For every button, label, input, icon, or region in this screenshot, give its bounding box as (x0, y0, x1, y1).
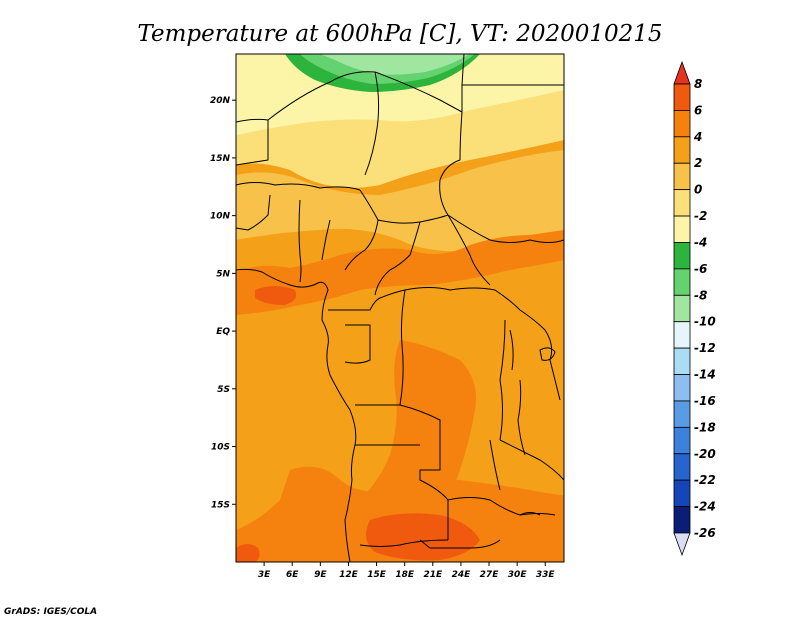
latitude-axis: 20N 15N 10N 5N EQ 5S 10S 15S (210, 96, 236, 510)
colorbar: 8 6 4 2 0 -2 -4 -6 -8 -10 -12 -14 -16 -18 -20 -22 -24 -26 (673, 60, 716, 557)
lon-tick-label: 21E (423, 570, 443, 580)
colorbar-swatch (673, 294, 691, 323)
colorbar-label: 0 (694, 183, 702, 197)
lon-tick-label: 27E (480, 570, 500, 580)
colorbar-swatch (673, 215, 691, 243)
map-frame (235, 53, 565, 563)
colorbar-swatch (673, 506, 691, 534)
lon-tick-label: 18E (395, 570, 415, 580)
colorbar-bottom-arrow (673, 532, 691, 557)
colorbar-swatch (673, 110, 691, 138)
lon-tick-label: 30E (508, 570, 528, 580)
map-title: Temperature at 600hPa [C], VT: 202001021… (137, 21, 662, 47)
lat-tick-label: 5N (216, 269, 230, 279)
colorbar-swatch (673, 321, 691, 349)
colorbar-label: -14 (694, 368, 716, 382)
colorbar-swatch (673, 83, 691, 111)
lon-tick-label: 33E (536, 570, 556, 580)
temperature-map (236, 54, 564, 562)
colorbar-label: -8 (694, 288, 707, 302)
colorbar-swatch (673, 374, 691, 402)
colorbar-swatch (673, 479, 691, 507)
colorbar-label: -18 (694, 420, 716, 434)
colorbar-label: -12 (694, 341, 716, 355)
lon-tick-label: 24E (452, 570, 472, 580)
field-warm-coast (236, 230, 564, 315)
field-hot-coast (255, 286, 297, 305)
colorbar-swatch (673, 268, 691, 296)
colorbar-label: -24 (694, 500, 716, 514)
lat-tick-label: 15N (210, 154, 231, 164)
colorbar-swatch (673, 242, 691, 270)
colorbar-swatch (673, 347, 691, 375)
lon-tick-label: 15E (367, 570, 387, 580)
colorbar-swatch (673, 162, 691, 191)
lon-tick-label: 3E (258, 570, 271, 580)
lon-tick-label: 6E (286, 570, 299, 580)
colorbar-swatch (673, 426, 691, 455)
field-band-zero (236, 150, 564, 252)
colorbar-swatch (673, 453, 691, 481)
colorbar-top-arrow (673, 60, 691, 85)
lat-tick-label: 5S (217, 385, 230, 395)
coastline-west (236, 268, 357, 562)
colorbar-label: 4 (693, 130, 702, 144)
colorbar-label: -6 (694, 262, 707, 276)
colorbar-label: -22 (694, 473, 716, 487)
lat-tick-label: 10N (210, 212, 231, 222)
country-borders (236, 54, 564, 562)
longitude-axis: 3E 6E 9E 12E 15E 18E 21E 24E 27E 30E 33E (258, 562, 556, 580)
colorbar-label: -4 (694, 235, 707, 249)
colorbar-label: -26 (694, 526, 716, 540)
lat-tick-label: 10S (211, 443, 230, 453)
credit-text: GrADS: IGES/COLA (4, 607, 97, 617)
field-green-light (320, 54, 470, 75)
field-hot-southwest (236, 544, 260, 562)
colorbar-label: 8 (694, 77, 702, 91)
lon-tick-label: 9E (314, 570, 327, 580)
lat-tick-label: 15S (211, 500, 230, 510)
colorbar-swatch (673, 400, 691, 428)
colorbar-label: -2 (694, 209, 707, 223)
colorbar-label: 6 (694, 103, 702, 117)
colorbar-label: -16 (694, 394, 716, 408)
lon-tick-label: 12E (339, 570, 359, 580)
colorbar-swatch (673, 136, 691, 164)
field-hot-south (366, 513, 480, 561)
colorbar-label: -20 (694, 447, 716, 461)
colorbar-label: 2 (694, 156, 702, 170)
colorbar-swatch (673, 189, 691, 217)
lat-tick-label: EQ (216, 327, 230, 337)
colorbar-label: -10 (694, 315, 716, 329)
lat-tick-label: 20N (210, 96, 231, 106)
